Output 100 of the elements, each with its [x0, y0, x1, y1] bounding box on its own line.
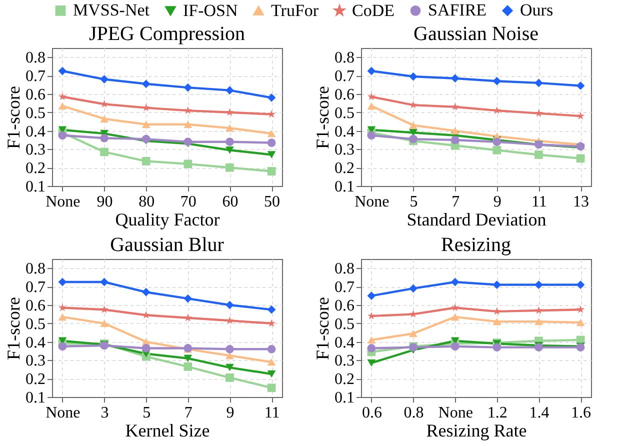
point	[492, 343, 502, 352]
chart-title: Gaussian Noise	[414, 23, 539, 45]
point	[58, 131, 67, 140]
y-tick-label: 0.1	[334, 390, 354, 406]
point	[534, 306, 543, 314]
x-axis-title: Standard Deviation	[406, 210, 546, 230]
point	[534, 109, 543, 117]
point	[142, 134, 150, 144]
point	[367, 292, 376, 300]
x-tick-label: 9	[493, 194, 502, 210]
point	[367, 344, 376, 352]
point	[58, 278, 67, 286]
point	[184, 120, 192, 128]
chart-title: JPEG Compression	[88, 23, 246, 45]
y-tick-label: 0.6	[26, 86, 46, 104]
y-tick-label: 0.2	[334, 371, 354, 388]
point	[184, 362, 192, 371]
legend-label: IF-OSN	[183, 0, 238, 20]
legend-label: MVSS-Net	[73, 0, 150, 20]
point	[100, 148, 108, 156]
point	[409, 330, 418, 338]
point	[451, 102, 460, 110]
x-tick-label: 5	[410, 194, 418, 210]
legend-label: SAFIRE	[428, 0, 487, 20]
point	[576, 305, 585, 313]
x-tick-label: 80	[138, 194, 155, 210]
point	[142, 310, 150, 319]
point	[492, 146, 502, 154]
point	[184, 160, 192, 168]
point	[576, 280, 585, 289]
y-tick-label: 0.1	[26, 390, 46, 406]
x-tick-label: 1.2	[487, 404, 508, 422]
point	[267, 93, 276, 102]
point	[367, 92, 376, 100]
y-tick-label: 0.2	[26, 371, 46, 388]
point	[450, 313, 460, 321]
x-tick-label: 1.6	[571, 404, 592, 422]
point	[267, 151, 276, 158]
point	[142, 344, 150, 352]
y-tick-label: 0.7	[334, 68, 354, 86]
point	[450, 74, 460, 83]
y-tick-label: 0.5	[26, 316, 46, 333]
point	[450, 278, 460, 286]
point	[100, 305, 108, 313]
point	[226, 146, 234, 154]
point	[58, 102, 67, 110]
y-axis-title: F1-score	[4, 297, 24, 360]
y-tick-label: 0.4	[334, 123, 354, 140]
y-tick-label: 0.5	[334, 104, 354, 122]
y-axis-title: F1-score	[312, 297, 332, 360]
x-tick-label: 90	[96, 194, 113, 210]
point	[58, 342, 67, 351]
point	[367, 336, 376, 344]
point	[367, 359, 376, 367]
y-tick-label: 0.4	[26, 334, 46, 352]
y-tick-label: 0.3	[334, 352, 354, 370]
point	[58, 313, 67, 321]
point	[367, 66, 376, 76]
x-tick-label: None	[438, 404, 473, 422]
x-tick-label: 1.4	[529, 404, 550, 422]
point	[184, 314, 192, 322]
x-tick-label: 3	[100, 404, 109, 422]
point	[100, 320, 108, 328]
point	[226, 86, 234, 95]
point	[184, 138, 192, 146]
y-tick-label: 0.8	[26, 260, 46, 278]
point	[100, 134, 108, 142]
x-tick-label: 7	[184, 404, 192, 422]
point	[100, 278, 108, 286]
x-tick-label: 11	[264, 404, 280, 422]
point	[226, 124, 234, 132]
x-tick-label: 50	[264, 194, 280, 210]
point	[576, 112, 585, 120]
x-tick-label: 60	[222, 194, 238, 210]
point	[450, 136, 460, 144]
x-tick-label: 70	[180, 194, 196, 210]
point	[367, 312, 376, 320]
point	[492, 307, 501, 315]
y-tick-label: 0.1	[26, 178, 46, 196]
y-tick-label: 0.8	[334, 260, 354, 278]
y-tick-label: 0.4	[26, 123, 46, 140]
point	[267, 167, 276, 176]
y-tick-label: 0.1	[334, 178, 354, 196]
x-tick-label: 5	[142, 404, 151, 422]
y-tick-label: 0.5	[26, 104, 46, 122]
x-axis-title: Resizing Rate	[426, 420, 527, 440]
point	[267, 344, 276, 354]
point	[450, 342, 460, 351]
y-tick-label: 0.8	[334, 50, 354, 67]
y-tick-label: 0.7	[26, 279, 46, 296]
point	[534, 150, 543, 159]
point	[267, 138, 276, 147]
point	[142, 120, 150, 128]
point	[492, 318, 502, 326]
point	[267, 130, 276, 138]
point	[409, 122, 418, 129]
x-axis-title: Kernel Size	[125, 420, 210, 440]
point	[492, 106, 501, 114]
y-axis-title: F1-score	[4, 86, 24, 149]
point	[492, 76, 502, 86]
